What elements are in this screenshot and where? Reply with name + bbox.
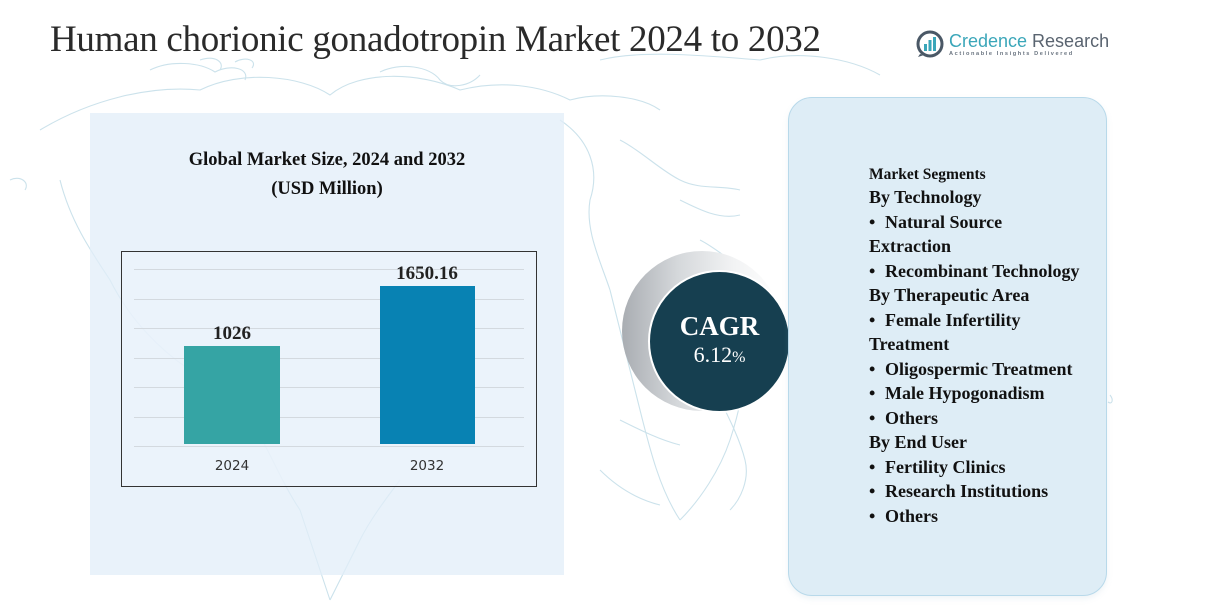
bar-2024 xyxy=(184,346,280,444)
gridline xyxy=(134,269,524,270)
bullet-icon: • xyxy=(869,383,876,403)
gridline xyxy=(134,328,524,329)
segment-item: • Natural Source xyxy=(869,210,1109,235)
segment-item: • Oligospermic Treatment xyxy=(869,357,1109,382)
segment-item: • Recombinant Technology xyxy=(869,259,1109,284)
segment-item-label: Others xyxy=(885,407,938,428)
gridline xyxy=(134,417,524,418)
bullet-icon: • xyxy=(869,211,876,232)
segment-item-continuation: Extraction xyxy=(869,236,951,256)
bullet-icon: • xyxy=(869,481,876,501)
credence-research-logo: Credence Research Actionable Insights De… xyxy=(916,30,1109,58)
x-axis-label: 2024 xyxy=(214,458,250,474)
segment-group-title: By Therapeutic Area xyxy=(869,285,1030,305)
segment-item: • Others xyxy=(869,406,1109,431)
segment-group-title: By Technology xyxy=(869,187,982,207)
segment-item-label: Recombinant Technology xyxy=(885,260,1080,281)
segment-item: • Male Hypogonadism xyxy=(869,381,1109,406)
bar-value-label: 1650.16 xyxy=(396,263,458,284)
segment-item: • Fertility Clinics xyxy=(869,455,1109,480)
bullet-icon: • xyxy=(869,309,876,330)
logo-tagline: Actionable Insights Delivered xyxy=(949,51,1074,57)
segment-item-label: Fertility Clinics xyxy=(885,456,1006,477)
bullet-icon: • xyxy=(869,505,876,526)
cagr-value: 6.12% xyxy=(693,342,746,367)
cagr-label: CAGR xyxy=(679,311,760,341)
segment-item: • Female Infertility xyxy=(869,308,1109,333)
bullet-icon: • xyxy=(869,260,876,281)
segment-item-continuation: Treatment xyxy=(869,334,950,354)
segment-item-label: Others xyxy=(885,505,938,526)
segments-list: Market Segments By Technology • Natural So… xyxy=(869,165,1109,528)
segment-item-label: Female Infertility xyxy=(885,309,1021,330)
bullet-icon: • xyxy=(869,407,876,428)
segment-item-label: Research Institutions xyxy=(885,481,1049,501)
gridline xyxy=(134,358,524,359)
cagr-badge: CAGR 6.12% xyxy=(648,270,791,413)
logo-name: Credence Research xyxy=(949,31,1110,51)
bar-2032 xyxy=(379,286,475,444)
segment-item: • Others xyxy=(869,504,1109,529)
bullet-icon: • xyxy=(869,358,876,379)
x-axis-label: 2032 xyxy=(409,458,445,474)
segment-group-title: By End User xyxy=(869,432,968,452)
gridline xyxy=(134,387,524,388)
bar-chart-in-circle-icon xyxy=(916,30,944,58)
market-segments-panel: Market Segments By Technology • Natural So… xyxy=(788,97,1107,596)
market-size-panel: Global Market Size, 2024 and 2032 (USD M… xyxy=(90,113,564,575)
bullet-icon: • xyxy=(869,456,876,477)
segment-item-label: Natural Source xyxy=(885,211,1003,232)
bar-chart: 1026 2024 1650.16 2032 xyxy=(121,251,537,487)
chart-title-line1: Global Market Size, 2024 and 2032 xyxy=(188,150,466,170)
bar-value-label: 1026 xyxy=(213,323,251,344)
gridline xyxy=(134,446,524,447)
page-title: Human chorionic gonadotropin Market 2024… xyxy=(50,19,821,60)
segments-heading: Market Segments xyxy=(869,166,986,183)
chart-title-line2: (USD Million) xyxy=(271,179,383,199)
gridline xyxy=(134,299,524,300)
segment-item-label: Male Hypogonadism xyxy=(885,383,1045,403)
segment-item: • Research Institutions xyxy=(869,479,1109,504)
segment-item-label: Oligospermic Treatment xyxy=(885,358,1073,379)
chart-title: Global Market Size, 2024 and 2032 (USD M… xyxy=(90,146,564,204)
